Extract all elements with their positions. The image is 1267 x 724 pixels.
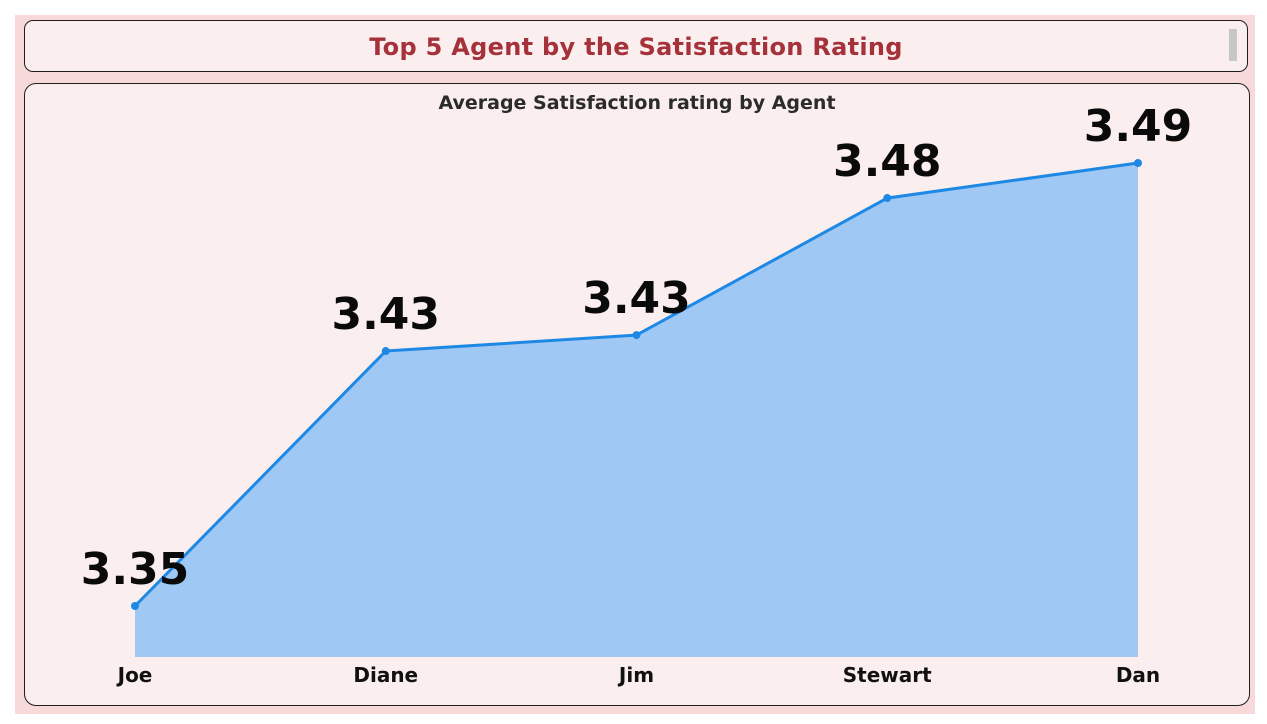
scrollbar-thumb[interactable] [1229,29,1237,61]
data-label: 3.43 [331,289,440,340]
data-label: 3.48 [833,136,942,187]
data-label: 3.49 [1084,101,1193,152]
page-title: Top 5 Agent by the Satisfaction Rating [369,33,903,61]
x-tick-label: Stewart [843,663,932,687]
data-point [131,602,139,610]
chart-title: Average Satisfaction rating by Agent [438,92,835,114]
x-tick-label: Dan [1116,663,1160,687]
plot-area: 3.35 Joe 3.43 Diane 3.43 Jim 3.48 Stewart 3.49 Da… [81,101,1193,687]
data-label: 3.35 [81,544,190,595]
x-tick-label: Joe [116,663,153,687]
data-point [632,331,641,340]
x-tick-label: Diane [353,663,418,687]
data-point [1134,159,1142,167]
title-card: Top 5 Agent by the Satisfaction Rating [24,20,1248,72]
x-tick-label: Jim [617,663,654,687]
data-label: 3.43 [582,273,691,324]
data-point [883,194,892,203]
series-area [135,163,1138,657]
data-point [381,347,390,356]
